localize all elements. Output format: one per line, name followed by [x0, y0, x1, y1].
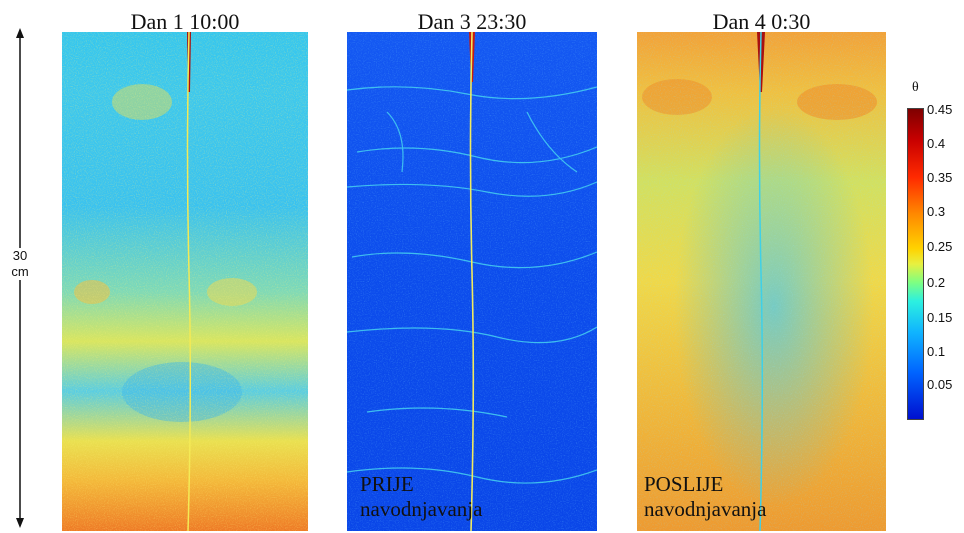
colorbar-tick: 0.35 [927, 170, 953, 185]
colorbar-tick: 0.45 [927, 102, 953, 117]
scale-unit: cm [0, 264, 40, 280]
overlay-after-irrigation: POSLIJE navodnjavanja [644, 472, 766, 522]
colorbar-tick: 0.4 [927, 136, 946, 151]
overlay-before-line2: navodnjavanja [360, 497, 483, 521]
panel-title-day1: Dan 1 10:00 [130, 9, 240, 34]
moisture-image-day4-after [637, 32, 886, 531]
colorbar-tick: 0.25 [927, 239, 953, 254]
moisture-image-day3-before [347, 32, 597, 531]
panel-title-day3: Dan 3 23:30 [417, 9, 527, 34]
colorbar-tick: 0.05 [927, 377, 953, 392]
overlay-after-line1: POSLIJE [644, 472, 724, 496]
colorbar [907, 108, 924, 420]
moisture-image-day1 [62, 32, 308, 531]
overlay-before-line1: PRIJE [360, 472, 414, 496]
colorbar-tick: 0.2 [927, 275, 946, 290]
colorbar-symbol: θ [912, 80, 919, 95]
height-scale: 30 cm [0, 0, 50, 533]
overlay-after-line2: navodnjavanja [644, 497, 767, 521]
colorbar-tick: 0.15 [927, 310, 953, 325]
scale-value: 30 [0, 248, 40, 264]
colorbar-tick: 0.1 [927, 344, 946, 359]
overlay-before-irrigation: PRIJE navodnjavanja [360, 472, 482, 522]
panel-title-day4: Dan 4 0:30 [712, 9, 811, 34]
colorbar-tick: 0.3 [927, 204, 946, 219]
